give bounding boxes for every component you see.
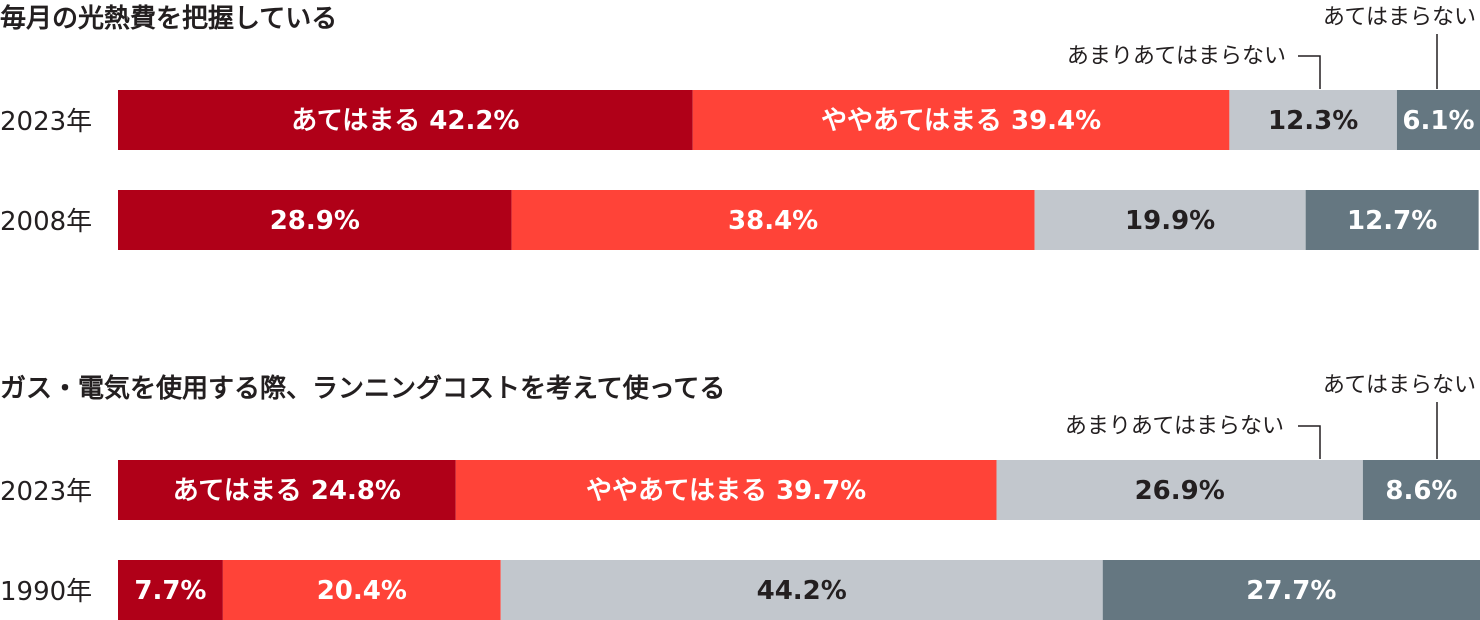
chart-1-bar-amari-atehamaranai [1034,190,1306,250]
chart-1-data-label: 28.9% [270,206,360,236]
chart-2-bar-atehamaranai [1102,560,1480,620]
chart-1-bar-atehamaru [118,190,512,250]
chart-2-bar-atehamaranai [1362,460,1480,520]
chart-2-data-label: ややあてはまる 39.7% [586,476,866,506]
chart-2-callouts: あまりあてはまらない あてはまらない [1065,373,1476,459]
chart-2-callout-line-amari [1298,425,1321,459]
chart-2-data-label: 44.2% [757,576,847,606]
chart-1-data-label: 19.9% [1125,206,1215,236]
chart-2-bar-atehamaru [118,560,223,620]
chart-1-bars: あてはまる 42.2% ややあてはまる 39.4% 12.3% 6.1% 28.9% 38… [118,90,1480,250]
chart-1-category-label: 2023年 [0,107,92,137]
chart-2-data-label: 20.4% [317,576,407,606]
chart-1-title: 毎月の光熱費を把握している [0,4,337,34]
chart-1-callout-atehamaranai: あてはまらない [1323,5,1476,30]
chart-2-data-label: あてはまる 24.8% [173,476,401,506]
chart-1-callout-line-amari [1298,55,1321,89]
chart-1-callout-amari: あまりあてはまらない [1067,44,1286,69]
chart-1-data-label: 12.3% [1268,106,1358,136]
chart-2-callout-amari: あまりあてはまらない [1065,414,1284,439]
chart-2-category-label: 2023年 [0,477,92,507]
chart-2-callout-atehamaranai: あてはまらない [1323,373,1476,398]
chart-2-bar-yaya-atehamaru [222,560,501,620]
chart-2-data-label: 8.6% [1385,476,1457,506]
chart-2: ガス・電気を使用する際、ランニングコストを考えて使ってる あまりあてはまらない … [0,373,1480,620]
chart-2-title: ガス・電気を使用する際、ランニングコストを考えて使ってる [0,373,725,404]
chart-1-bar-amari-atehamaranai [1229,90,1397,150]
chart-1-callouts: あまりあてはまらない あてはまらない [1067,5,1476,89]
chart-1-data-label: 38.4% [728,206,818,236]
chart-2-bar-atehamaru [118,460,456,520]
chart-1-data-label: ややあてはまる 39.4% [821,106,1101,136]
chart-1-data-label: 12.7% [1347,206,1437,236]
chart-2-bar-yaya-atehamaru [455,460,997,520]
chart-1-data-label: 6.1% [1402,106,1474,136]
chart-2-data-label: 26.9% [1135,476,1225,506]
chart-1-category-label: 2008年 [0,207,92,237]
chart-2-data-label: 27.7% [1246,576,1336,606]
chart-1-bar-atehamaranai [1396,90,1480,150]
chart-1-data-label: あてはまる 42.2% [291,106,519,136]
chart-2-bar-amari-atehamaranai [996,460,1363,520]
chart-2-category-label: 1990年 [0,577,92,607]
chart-1: 毎月の光熱費を把握している あまりあてはまらない あてはまらない 2023年 2… [0,4,1480,250]
chart-1-bar-atehamaranai [1305,190,1479,250]
chart-2-bars: あてはまる 24.8% ややあてはまる 39.7% 26.9% 8.6% 7.7% 20.… [118,460,1480,620]
chart-1-bar-atehamaru [118,90,693,150]
chart-1-bar-yaya-atehamaru [511,190,1035,250]
chart-2-bar-amari-atehamaranai [500,560,1103,620]
chart-1-bar-yaya-atehamaru [692,90,1230,150]
chart-2-data-label: 7.7% [134,576,206,606]
